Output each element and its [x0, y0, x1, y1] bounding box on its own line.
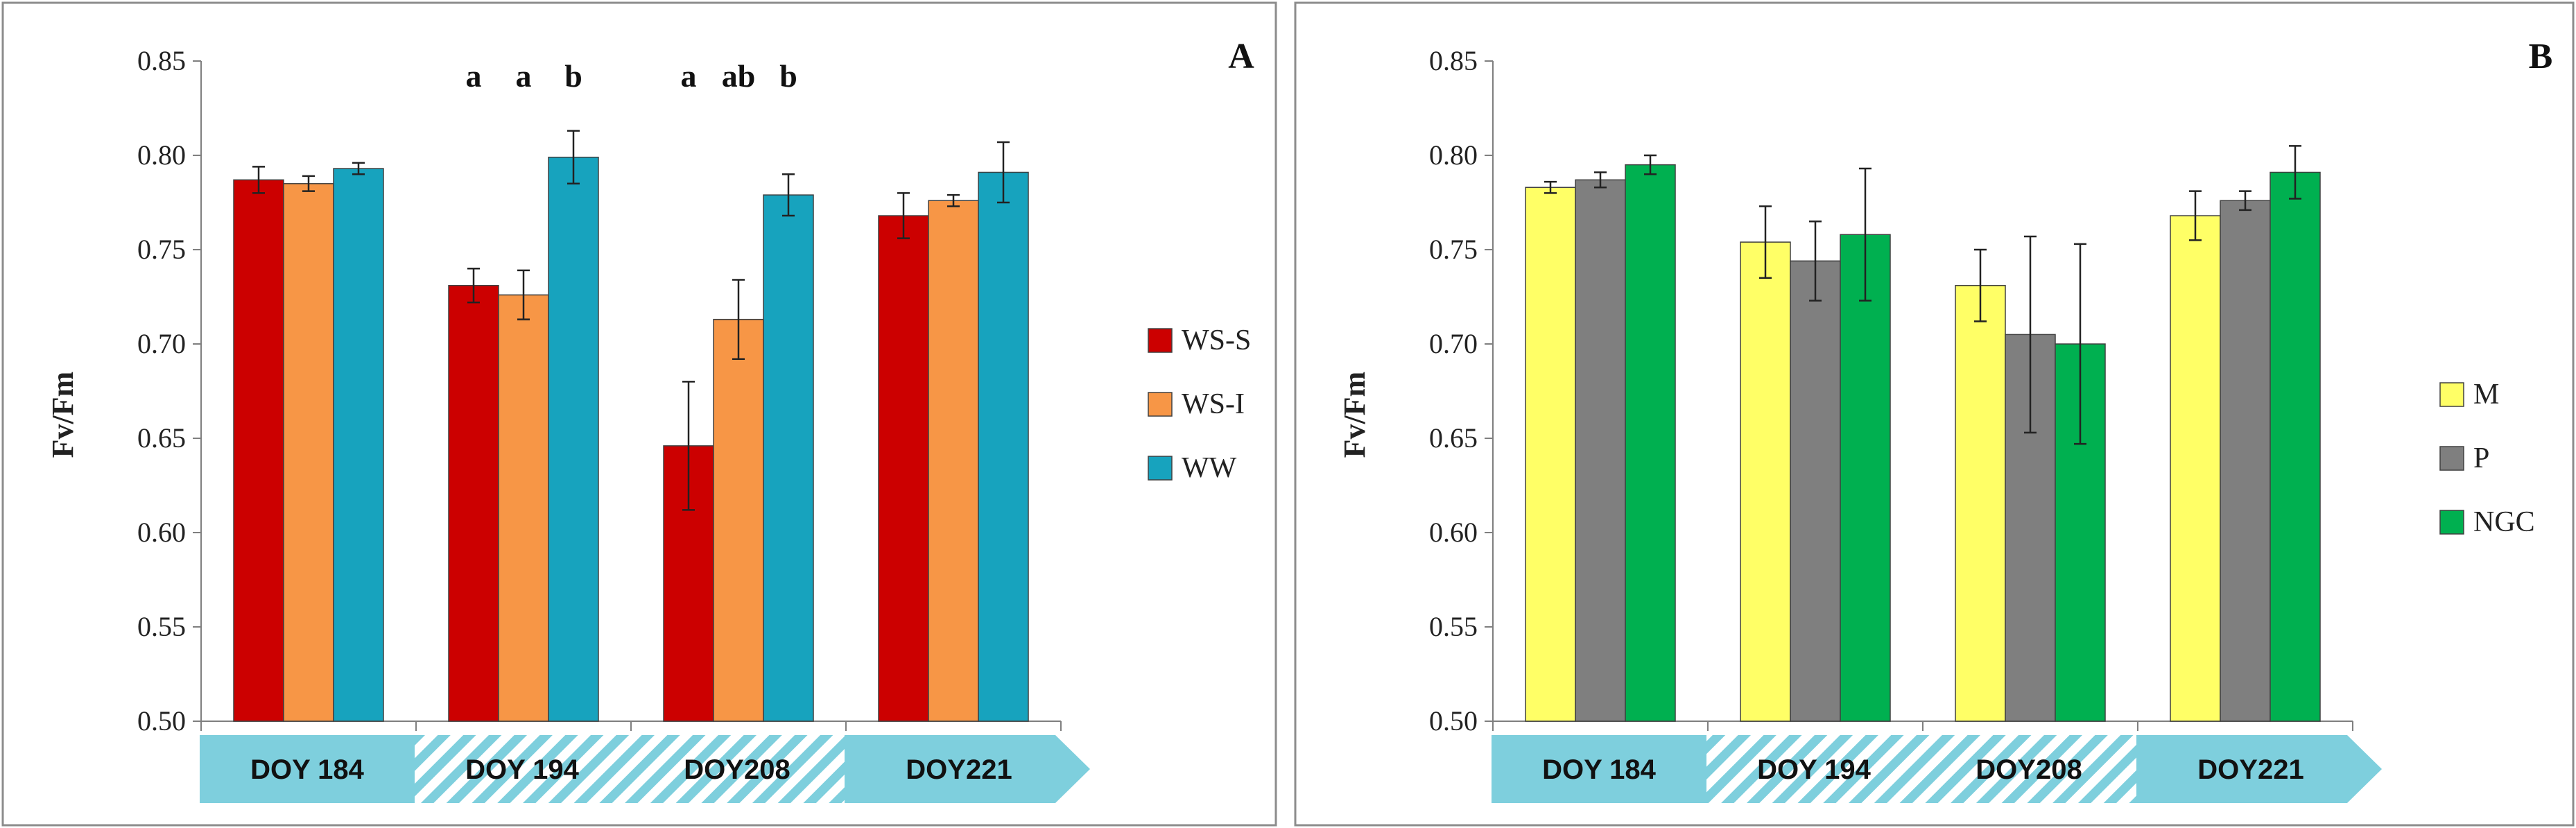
legend-label: P [2473, 442, 2489, 474]
legend-swatch [1148, 456, 1173, 481]
y-tick-label: 0.85 [137, 45, 186, 76]
bar-m-2 [1740, 241, 1791, 722]
doy-arrow-segment [415, 735, 630, 803]
legend-label: WW [1182, 452, 1237, 484]
bar-ngc-4 [2270, 171, 2321, 722]
x-category-label: DOY 194 [1757, 754, 1872, 785]
legend-label: M [2473, 379, 2499, 411]
legend-label: WS-S [1182, 325, 1251, 356]
significance-label: a [681, 58, 697, 94]
y-tick-label: 0.55 [1429, 611, 1478, 642]
bar-m-1 [1525, 187, 1576, 722]
x-category-label: DOY 184 [1542, 754, 1657, 785]
doy-arrow-segment [1921, 735, 2136, 803]
legend-swatch [1148, 392, 1173, 417]
legend-swatch [2439, 510, 2464, 535]
doy-arrow-segment [845, 735, 1090, 803]
y-axis-title: Fv/Fm [46, 372, 80, 458]
y-axis-title: Fv/Fm [1338, 372, 1372, 458]
panel-letter: A [1228, 37, 1254, 76]
doy-arrow-segment [630, 735, 845, 803]
bar-marks [1525, 145, 2321, 722]
bar-m-3 [1955, 284, 2006, 722]
y-tick-label: 0.75 [1429, 234, 1478, 265]
y-tick-label: 0.55 [137, 611, 186, 642]
y-tick-label: 0.70 [137, 328, 186, 359]
doy-arrow-segment [200, 735, 415, 803]
bar-ww-3 [763, 194, 814, 722]
y-tick-label: 0.60 [1429, 517, 1478, 548]
y-tick-label: 0.70 [1429, 328, 1478, 359]
significance-label: a [516, 58, 532, 94]
x-category-label: DOY208 [1976, 754, 2082, 785]
y-tick-label: 0.50 [1429, 705, 1478, 736]
bar-ww-4 [978, 171, 1029, 722]
bar-p-1 [1575, 179, 1626, 722]
y-tick-label: 0.65 [1429, 422, 1478, 454]
bar-ww-1 [333, 168, 384, 722]
doy-arrow-segment [1706, 735, 1921, 803]
legend-swatch [2439, 382, 2464, 407]
y-axis: 0.50 0.55 0.60 0.65 0.70 0.75 0.80 0.85 [137, 45, 1062, 736]
y-tick-label: 0.50 [137, 705, 186, 736]
doy-arrow-segment [2136, 735, 2382, 803]
x-category-label: DOY 184 [250, 754, 365, 785]
legend-swatch [2439, 446, 2464, 471]
legend: WS-S WS-I WW [1148, 325, 1251, 484]
bar-ws-i-1 [283, 183, 334, 722]
significance-label: a [466, 58, 482, 94]
bar-ww-2 [548, 156, 599, 722]
legend-label: WS-I [1182, 388, 1245, 420]
chart-panel-a: A Fv/Fm 0.50 0.55 0.60 0.65 0.70 0.75 0.80 0.85… [1, 1, 1277, 827]
significance-label: b [779, 58, 797, 94]
doy-arrow-segment [1492, 735, 1706, 803]
significance-labels: a a b a ab b [466, 58, 797, 94]
significance-label: b [564, 58, 582, 94]
x-category-label: DOY 194 [465, 754, 580, 785]
bar-ngc-1 [1625, 164, 1676, 722]
y-tick-label: 0.80 [137, 139, 186, 171]
bar-marks [233, 130, 1029, 722]
y-tick-label: 0.65 [137, 422, 186, 454]
bar-m-4 [2170, 215, 2221, 722]
y-axis: 0.50 0.55 0.60 0.65 0.70 0.75 0.80 0.85 [1429, 45, 2353, 736]
y-tick-label: 0.80 [1429, 139, 1478, 171]
bar-ws-s-2 [448, 284, 499, 722]
bar-ws-i-3 [713, 318, 764, 722]
panel-letter: B [2529, 37, 2553, 76]
bar-ws-i-2 [498, 294, 549, 722]
y-tick-label: 0.85 [1429, 45, 1478, 76]
legend-label: NGC [2473, 506, 2535, 538]
bar-ngc-2 [1840, 234, 1891, 722]
panel-frame [1294, 1, 2575, 827]
bar-ws-s-1 [233, 179, 284, 722]
legend-swatch [1148, 328, 1173, 353]
y-tick-label: 0.60 [137, 517, 186, 548]
x-category-label: DOY221 [906, 754, 1012, 785]
chart-panel-b: B Fv/Fm 0.50 0.55 0.60 0.65 0.70 0.75 0.80 0.85… [1294, 1, 2575, 827]
panel-frame [1, 1, 1277, 827]
bar-p-2 [1790, 260, 1841, 722]
x-category-label: DOY221 [2197, 754, 2303, 785]
x-category-label: DOY208 [684, 754, 790, 785]
bar-ws-i-4 [928, 200, 979, 722]
significance-label: ab [722, 58, 756, 94]
y-tick-label: 0.75 [137, 234, 186, 265]
legend: MP NGC [2439, 379, 2535, 538]
doy-arrows: DOY 184 DOY 194 DOY208 DOY221 [200, 735, 1090, 803]
bar-p-4 [2220, 200, 2271, 722]
doy-arrows: DOY 184 DOY 194 DOY208 DOY221 [1492, 735, 2382, 803]
bar-ws-s-4 [878, 215, 929, 722]
